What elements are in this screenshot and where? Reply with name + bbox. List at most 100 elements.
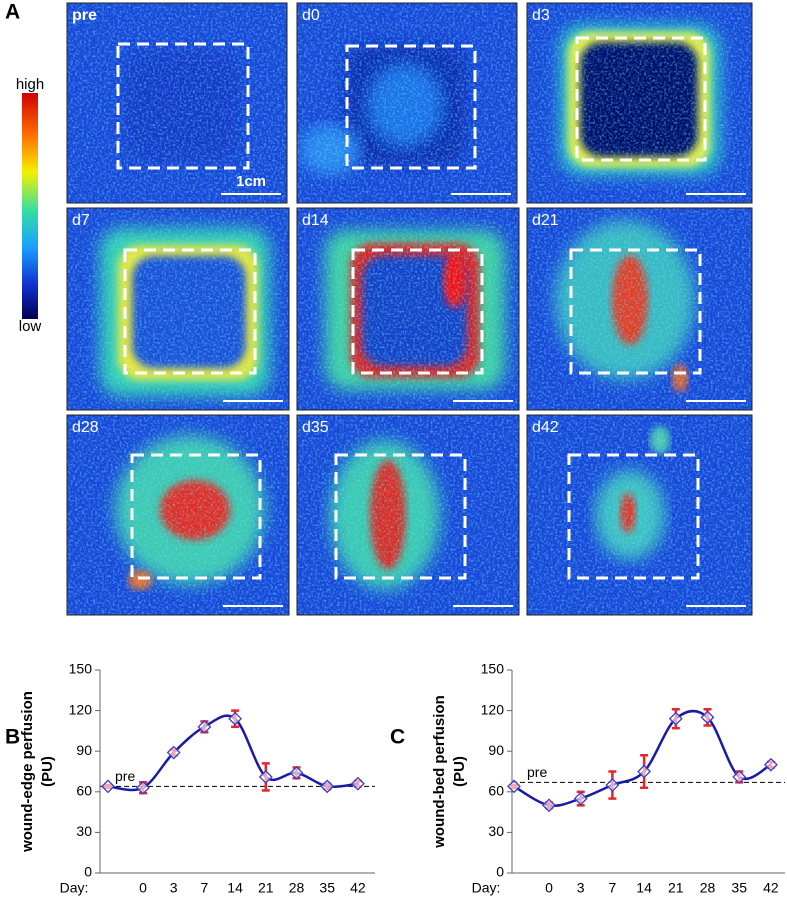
x-tick-label: 42 — [763, 880, 779, 896]
x-tick-label: 14 — [227, 880, 243, 896]
panel-letter: A — [5, 1, 20, 24]
data-marker — [289, 765, 304, 780]
image-label: d28 — [72, 419, 99, 436]
y-axis-label: (PU) — [39, 756, 56, 787]
wound-outline — [569, 248, 702, 375]
wound-outline — [116, 42, 250, 170]
x-tick-label: 35 — [319, 880, 335, 896]
colorbar-high: high — [16, 76, 44, 93]
x-tick-label: 3 — [577, 880, 585, 896]
wound-outline — [130, 453, 262, 580]
perfusion-image: d21 — [526, 207, 753, 411]
data-marker — [507, 779, 521, 794]
image-border — [66, 414, 290, 616]
image-noise — [67, 3, 287, 203]
x-tick-label: 35 — [731, 880, 747, 896]
image-label: d0 — [302, 7, 320, 24]
wound-outline — [567, 453, 700, 580]
wound-outline — [575, 36, 707, 162]
y-tick-label: 90 — [76, 742, 92, 758]
colorbar-low: low — [19, 318, 42, 335]
perfusion-image: d14 — [296, 207, 520, 411]
data-marker — [573, 791, 588, 806]
panel-letter: B — [5, 726, 20, 749]
data-line — [513, 709, 772, 808]
image-content — [527, 415, 752, 615]
data-marker — [197, 719, 212, 734]
x-tick-label: 0 — [139, 880, 147, 896]
x-tick-label: 3 — [170, 880, 178, 896]
x-tick-label: 14 — [636, 880, 652, 896]
data-marker — [166, 745, 181, 760]
data-marker — [637, 764, 652, 779]
image-label: pre — [72, 7, 97, 24]
y-tick-label: 0 — [496, 864, 504, 880]
x-tick-label: 21 — [258, 880, 274, 896]
image-noise — [297, 3, 517, 203]
data-marker — [136, 780, 150, 795]
data-marker — [668, 711, 683, 726]
image-label: d35 — [302, 419, 329, 436]
wound-outline — [123, 248, 257, 375]
data-marker — [700, 710, 715, 725]
image-label: d7 — [72, 212, 90, 229]
data-marker — [228, 711, 243, 726]
image-border — [296, 2, 518, 204]
image-border — [526, 2, 753, 204]
image-noise — [527, 415, 752, 615]
y-tick-label: 150 — [481, 661, 505, 677]
data-marker — [320, 779, 335, 794]
image-border — [66, 207, 290, 411]
image-content — [527, 208, 752, 410]
perfusion-image: pre 1cm — [66, 2, 288, 204]
data-marker — [542, 798, 556, 813]
image-noise — [527, 208, 752, 410]
image-border — [66, 2, 288, 204]
data-marker — [732, 769, 747, 784]
image-label: d42 — [532, 419, 559, 436]
image-label: d3 — [532, 7, 550, 24]
data-marker — [350, 776, 365, 791]
x-tick-label: 7 — [201, 880, 209, 896]
image-label: d21 — [532, 212, 559, 229]
image-border — [526, 414, 753, 616]
x-tick-label: 21 — [668, 880, 684, 896]
perfusion-image: d7 — [66, 207, 290, 411]
x-tick-label: 0 — [545, 880, 553, 896]
image-noise — [297, 415, 519, 615]
y-tick-label: 120 — [69, 701, 93, 717]
wound-outline — [334, 453, 467, 580]
x-axis-label: Day: — [472, 880, 501, 896]
y-tick-label: 0 — [84, 864, 92, 880]
image-noise — [67, 208, 289, 410]
data-marker — [763, 757, 778, 772]
data-marker — [605, 778, 620, 792]
y-tick-label: 30 — [76, 823, 92, 839]
y-tick-label: 60 — [488, 783, 504, 799]
image-label: d14 — [302, 212, 329, 229]
perfusion-image: d0 — [296, 2, 518, 204]
x-axis-label: Day: — [60, 880, 89, 896]
wound-outline — [345, 44, 477, 170]
y-tick-label: 60 — [76, 783, 92, 799]
y-axis-label: wound-bed perfusion — [431, 695, 448, 848]
reference-label: pre — [527, 764, 547, 780]
perfusion-image: d28 — [66, 414, 290, 616]
image-content — [297, 3, 517, 203]
y-tick-label: 120 — [481, 701, 505, 717]
perfusion-image: d42 — [526, 414, 753, 616]
image-content — [297, 208, 519, 410]
wound-outline — [351, 248, 484, 375]
image-noise — [67, 415, 289, 615]
image-border — [296, 207, 520, 411]
colorbar — [22, 93, 38, 319]
y-tick-label: 30 — [488, 823, 504, 839]
image-content — [67, 415, 289, 615]
x-tick-label: 28 — [289, 880, 305, 896]
perfusion-image: d3 — [526, 2, 753, 204]
perfusion-image: d35 — [296, 414, 520, 616]
image-content — [67, 3, 287, 203]
panel-letter: C — [390, 726, 405, 749]
y-axis-label: wound-edge perfusion — [19, 691, 36, 853]
